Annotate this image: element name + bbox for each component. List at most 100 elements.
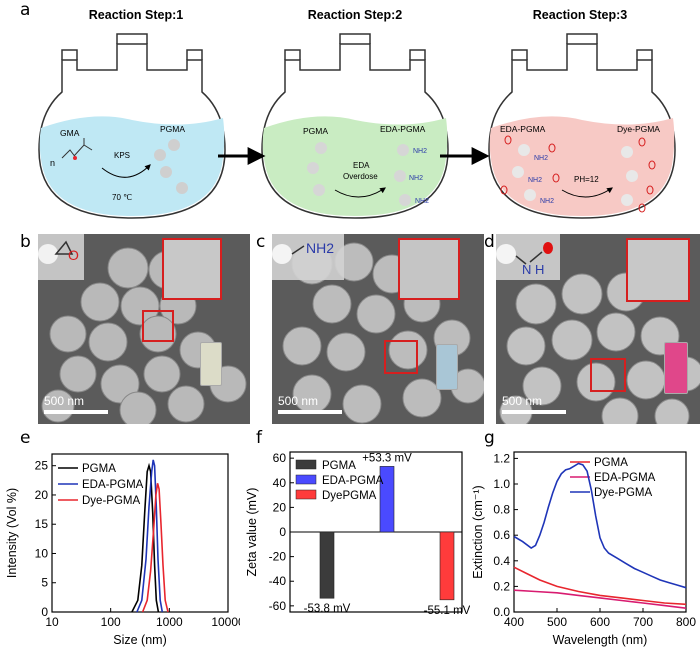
nh2-group-6: NH2 [540, 198, 554, 205]
legend-label-f: DyePGMA [322, 490, 377, 502]
y-tick-label-e: 5 [41, 576, 48, 590]
legend-label-g: EDA-PGMA [594, 472, 656, 484]
scale-bar-c [278, 410, 342, 414]
zoom-inset-d [626, 238, 690, 302]
scale-bar-b [44, 410, 108, 414]
nh2-group-5: NH2 [528, 177, 542, 184]
y-tick-label-f: -40 [269, 574, 287, 588]
bar-dyepgma [439, 531, 455, 601]
eda-label: EDA [353, 161, 370, 170]
y-tick-label-f: 20 [273, 500, 287, 514]
pgma-label-2: PGMA [303, 126, 328, 136]
gma-label: GMA [60, 128, 80, 138]
panel-label-d: d [484, 232, 495, 252]
legend-label-g: Dye-PGMA [594, 487, 652, 499]
y-tick-label-e: 25 [35, 459, 49, 473]
series-line-eda-pgma [136, 459, 164, 613]
extinction-chart: 400 500 600 700 800 0.0 0.2 0.4 0.6 0.8 1.0 1.2 Wave… [471, 451, 696, 647]
x-tick-label-g: 600 [590, 615, 610, 629]
eda-pgma-label-3: EDA-PGMA [500, 124, 546, 134]
zoom-region-c [384, 340, 418, 374]
bar-pgma [319, 531, 335, 599]
flask-1: GMA PGMA n KPS 70 ℃ [38, 33, 226, 219]
flask-3: EDA-PGMA Dye-PGMA NH2 NH2 NH2 PH=12 [488, 33, 676, 219]
y-tick-label-f: -60 [269, 599, 287, 613]
group-label-d: N H [522, 262, 545, 277]
y-tick-label-e: 0 [41, 605, 48, 619]
sem-image-d: N H 500 nm [496, 234, 700, 424]
zoom-inset-b [162, 238, 222, 300]
x-axis-label-e: Size (nm) [113, 633, 166, 647]
y-axis-label-e: Intensity (Vol %) [5, 488, 19, 578]
step2-title: Reaction Step:2 [307, 8, 403, 22]
group-label-c: NH2 [306, 240, 335, 256]
vial-b [200, 342, 222, 386]
panel-label-g: g [484, 428, 495, 448]
scale-text-c: 500 nm [278, 394, 319, 408]
y-axis-label-g: Extinction (cm⁻¹) [471, 485, 485, 578]
legend-swatch-f [295, 474, 317, 485]
legend-label-e: Dye-PGMA [82, 495, 140, 507]
nh2-group-4: NH2 [534, 155, 548, 162]
flask-2-liquid [262, 116, 448, 216]
y-tick-label-g: 0.6 [493, 528, 510, 542]
nh2-group-2: NH2 [409, 175, 423, 182]
series-line-pgma [513, 566, 687, 606]
flask-2: PGMA EDA-PGMA NH2 NH2 NH2 EDA Overdose [261, 33, 449, 219]
legend-label-g: PGMA [594, 457, 628, 469]
zeta-potential-chart: -60 -40 -20 0 20 40 60 Zeta value (mV) -53.8 mV P… [245, 451, 470, 617]
y-tick-label-f: -20 [269, 550, 287, 564]
panel-label-a: a [20, 0, 31, 20]
n-label: n [50, 158, 55, 168]
series-line-dye-pgma [513, 462, 687, 589]
series-line-dye-pgma [141, 483, 169, 613]
flask-3-liquid [489, 116, 675, 216]
y-tick-label-g: 1.0 [493, 477, 510, 491]
x-tick-label-g: 400 [504, 615, 524, 629]
reaction-scheme: GMA PGMA n KPS 70 ℃ PGMA EDA-PGMA NH2 NH… [38, 33, 676, 219]
nh2-group-1: NH2 [413, 148, 427, 155]
panel-label-c: c [256, 232, 266, 252]
bar-label-eda-pgma: +53.3 mV [362, 452, 412, 464]
legend-swatch-f [295, 459, 317, 470]
bar-label-pgma: -53.8 mV [304, 603, 351, 615]
dye-pgma-label: Dye-PGMA [617, 124, 660, 134]
svg-text:O: O [68, 247, 79, 263]
zoom-region-d [590, 358, 626, 392]
zoom-region-b [142, 310, 174, 342]
kps-label: KPS [114, 151, 130, 160]
x-axis-label-g: Wavelength (nm) [553, 633, 648, 647]
y-tick-label-e: 10 [35, 546, 49, 560]
y-tick-label-f: 60 [273, 451, 287, 465]
y-tick-label-f: 40 [273, 476, 287, 490]
legend-label-e: PGMA [82, 463, 116, 475]
y-tick-label-f: 0 [279, 525, 286, 539]
panel-label-b: b [20, 232, 31, 252]
x-tick-label-g: 700 [633, 615, 653, 629]
legend-label-f: EDA-PGMA [322, 475, 384, 487]
bar-eda-pgma [379, 466, 395, 533]
y-tick-label-e: 15 [35, 517, 49, 531]
scale-text-d: 500 nm [502, 394, 543, 408]
plot-frame-e [51, 453, 229, 613]
y-tick-label-g: 1.2 [493, 451, 510, 465]
nh2-group-3: NH2 [415, 198, 429, 205]
scale-bar-d [502, 410, 566, 414]
vial-c [436, 344, 458, 390]
panel-label-f: f [256, 428, 262, 448]
x-tick-label-e: 10 [45, 615, 59, 629]
temp-label: 70 ℃ [112, 193, 132, 202]
x-tick-label-g: 500 [547, 615, 567, 629]
zoom-inset-c [398, 238, 460, 300]
y-tick-label-g: 0.0 [493, 605, 510, 619]
vial-d [664, 342, 688, 394]
x-tick-label-g: 800 [676, 615, 696, 629]
overdose-label: Overdose [343, 172, 378, 181]
series-line-eda-pgma [513, 589, 687, 609]
y-tick-label-g: 0.4 [493, 554, 510, 568]
legend-swatch-f [295, 489, 317, 500]
bar-label-dyepgma: -55.1 mV [424, 605, 470, 617]
step1-title: Reaction Step:1 [88, 8, 184, 22]
